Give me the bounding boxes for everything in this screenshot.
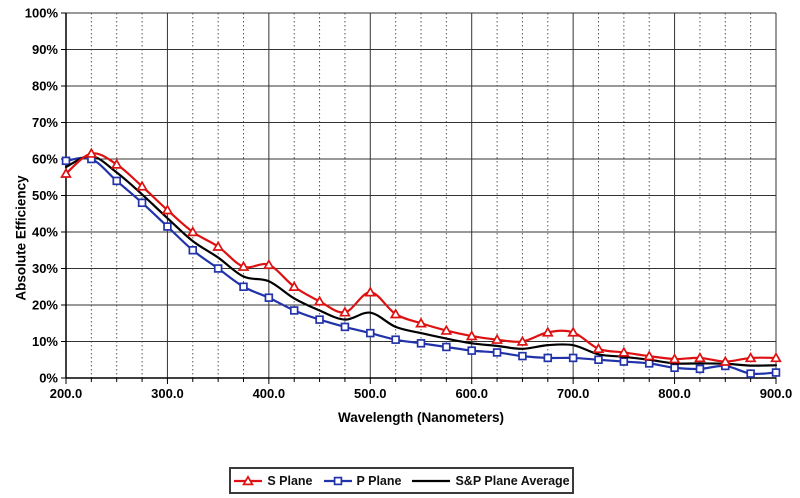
triangle-marker	[242, 474, 255, 485]
x-tick-label: 900.0	[760, 386, 793, 401]
square-marker	[771, 368, 781, 377]
square-marker	[61, 156, 71, 166]
triangle-marker	[617, 346, 630, 357]
series-p-plane	[61, 154, 781, 378]
square-marker	[366, 328, 375, 338]
triangle-marker	[567, 326, 580, 337]
square-marker	[333, 476, 342, 485]
triangle-marker	[465, 330, 478, 341]
square-marker	[213, 264, 223, 273]
series-s-plane	[60, 147, 782, 366]
triangle-marker	[186, 226, 199, 237]
square-marker	[416, 339, 426, 348]
series-s-p-plane-average	[64, 154, 778, 367]
square-marker	[746, 369, 755, 378]
y-axis-title: Absolute Efficiency	[13, 175, 29, 301]
square-marker	[289, 306, 299, 315]
triangle-marker	[262, 258, 275, 270]
legend-item-sp-average: S&P Plane Average	[411, 473, 570, 488]
square-marker	[239, 282, 248, 292]
x-tick-label: 400.0	[253, 386, 286, 401]
triangle-marker	[110, 158, 123, 169]
triangle-marker	[668, 353, 681, 364]
square-marker	[695, 364, 705, 374]
triangle-marker	[516, 335, 529, 346]
y-tick-label: 90%	[32, 42, 58, 57]
triangle-marker	[212, 240, 225, 251]
square-marker	[391, 335, 400, 344]
sp-average-line-icon	[412, 479, 451, 482]
y-tick-label: 50%	[32, 188, 58, 203]
s-plane-marker-icon	[234, 474, 263, 485]
plot-area: 0% 10% 20% 30% 40% 50% 60% 70% 80% 90% 100% 200.0 30…	[25, 6, 793, 402]
square-marker	[442, 342, 451, 352]
square-marker	[340, 322, 350, 332]
legend-item-s-plane: S Plane	[233, 473, 313, 488]
triangle-marker	[541, 326, 554, 337]
triangle-marker	[440, 324, 453, 335]
triangle-marker	[288, 280, 301, 291]
y-tick-label: 100%	[25, 6, 59, 21]
y-tick-label: 10%	[32, 334, 58, 349]
y-tick-label: 60%	[32, 152, 58, 167]
triangle-marker	[85, 147, 98, 158]
triangle-marker	[339, 306, 351, 317]
y-tick-label: 40%	[32, 225, 58, 240]
x-tick-label: 800.0	[658, 386, 691, 401]
triangle-marker	[364, 286, 377, 297]
series-line	[64, 154, 778, 367]
y-tick-label: 20%	[32, 298, 58, 313]
triangle-marker	[313, 295, 326, 306]
square-marker	[594, 355, 603, 365]
triangle-marker	[770, 352, 782, 363]
y-tick-label: 70%	[32, 115, 58, 130]
y-tick-label: 0%	[39, 371, 58, 386]
triangle-marker	[60, 167, 72, 178]
square-marker	[518, 351, 527, 361]
square-marker	[467, 346, 476, 355]
triangle-marker	[592, 342, 605, 354]
square-marker	[543, 353, 553, 363]
triangle-marker	[389, 308, 402, 319]
square-marker	[619, 357, 629, 366]
triangle-marker	[415, 317, 427, 328]
triangle-marker	[136, 180, 148, 191]
p-plane-marker-icon	[323, 476, 352, 485]
legend-label-s-plane: S Plane	[267, 473, 313, 488]
x-tick-label: 500.0	[354, 386, 387, 401]
square-marker	[568, 353, 578, 363]
x-tick-label: 600.0	[455, 386, 488, 401]
square-marker	[670, 363, 679, 373]
x-tick-label: 200.0	[50, 386, 83, 401]
square-marker	[264, 293, 274, 302]
y-tick-label: 30%	[32, 261, 58, 276]
square-marker	[137, 198, 147, 208]
triangle-marker	[237, 260, 250, 271]
triangle-marker	[161, 204, 174, 215]
square-marker	[188, 246, 198, 255]
triangle-marker	[694, 352, 706, 363]
square-marker	[315, 315, 324, 324]
legend: S Plane P Plane S&P Plane Average	[229, 467, 574, 494]
y-tick-label: 80%	[32, 79, 58, 94]
legend-label-sp-average: S&P Plane Average	[455, 473, 570, 488]
x-tick-label: 700.0	[557, 386, 590, 401]
x-tick-label: 300.0	[151, 386, 184, 401]
legend-label-p-plane: P Plane	[356, 473, 402, 488]
square-marker	[492, 348, 502, 357]
x-axis-title: Wavelength (Nanometers)	[337, 410, 505, 425]
triangle-marker	[491, 333, 503, 344]
square-marker	[112, 176, 121, 186]
triangle-marker	[719, 355, 732, 366]
triangle-marker	[744, 352, 757, 363]
square-marker	[163, 222, 172, 231]
triangle-marker	[643, 350, 656, 361]
legend-item-p-plane: P Plane	[323, 473, 402, 488]
